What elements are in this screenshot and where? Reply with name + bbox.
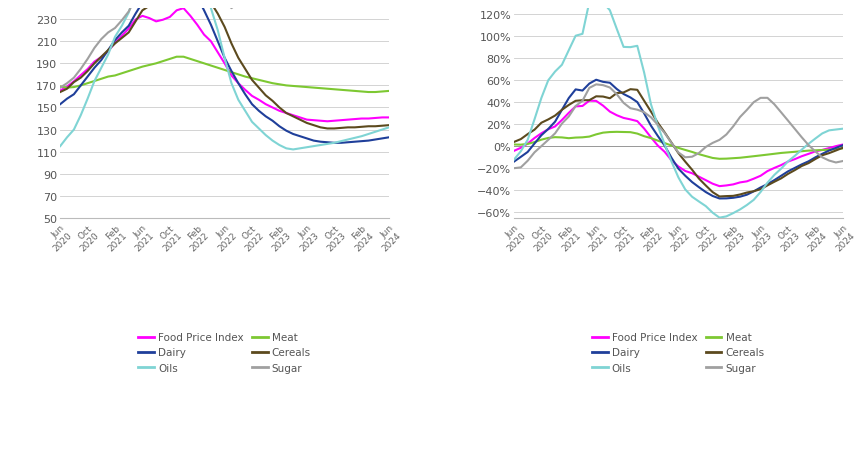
Legend: Food Price Index, Dairy, Oils, Meat, Cereals, Sugar: Food Price Index, Dairy, Oils, Meat, Cer… <box>592 333 765 373</box>
Legend: Food Price Index, Dairy, Oils, Meat, Cereals, Sugar: Food Price Index, Dairy, Oils, Meat, Cer… <box>138 333 311 373</box>
